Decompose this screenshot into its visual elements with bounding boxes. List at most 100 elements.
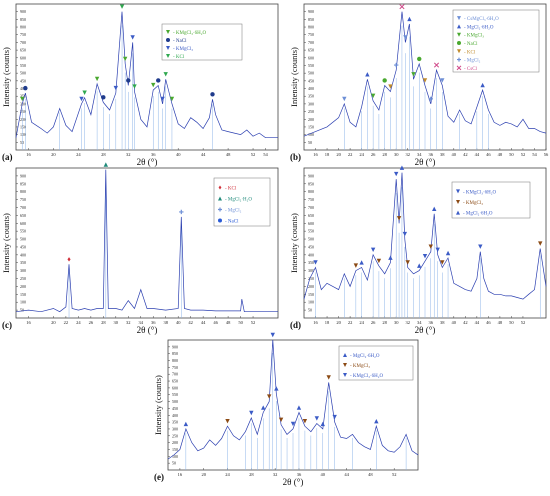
x-tick-label: 40 — [321, 472, 326, 477]
y-tick-label: 800 — [308, 189, 314, 194]
y-tick-label: 450 — [308, 78, 314, 83]
y-axis-label: Intensity (counts) — [289, 213, 299, 273]
y-tick-label: 50 — [308, 308, 312, 313]
x-axis-label: 2θ (°) — [415, 157, 436, 167]
x-tick-label: 16 — [26, 152, 31, 157]
x-tick-label: 42 — [463, 152, 468, 157]
y-tick-label: 600 — [308, 221, 314, 226]
peak-marker — [320, 421, 325, 427]
legend-label: - NaCl — [173, 39, 187, 44]
y-axis-label: Intensity (counts) — [289, 47, 299, 107]
legend-label: - KMgCl₃ — [350, 364, 370, 369]
x-tick-label: 52 — [251, 152, 256, 157]
x-tick-label: 30 — [114, 320, 119, 325]
peak-marker — [445, 250, 451, 256]
legend-label: - MgCl₂ — [464, 59, 481, 64]
peak-marker — [20, 96, 25, 102]
peak-marker — [374, 419, 379, 424]
peak-marker — [399, 165, 405, 170]
y-tick-label: 350 — [308, 94, 314, 99]
y-tick-label: 450 — [172, 406, 178, 411]
y-tick-label: 350 — [20, 260, 26, 265]
legend-label: - KMgCl₃ — [464, 34, 484, 39]
y-tick-label: 300 — [172, 426, 178, 431]
legend-marker — [457, 16, 461, 21]
y-tick-label: 250 — [308, 276, 314, 281]
panel-label: (c) — [2, 320, 12, 330]
y-tick-label: 50 — [172, 461, 176, 466]
peak-marker — [435, 247, 440, 253]
peak-marker — [296, 405, 302, 410]
y-tick-label: 850 — [308, 17, 314, 22]
legend-label: - KCl — [173, 55, 185, 60]
x-tick-label: 20 — [51, 320, 56, 325]
x-tick-label: 24 — [225, 472, 230, 477]
peak-marker — [388, 84, 393, 89]
x-tick-label: 22 — [348, 152, 353, 157]
y-tick-label: 650 — [20, 48, 26, 53]
y-tick-label: 700 — [172, 372, 178, 377]
legend-marker — [457, 24, 461, 29]
y-tick-label: 550 — [20, 229, 26, 234]
peak-marker — [433, 62, 440, 68]
peak-marker — [440, 78, 445, 83]
peak-marker — [314, 416, 320, 421]
peak-marker — [210, 92, 215, 97]
legend-label: - KMgCl₃·6H₂O — [350, 374, 383, 379]
legend-box — [338, 345, 414, 381]
reference-sticks — [344, 25, 489, 150]
peak-marker — [313, 260, 318, 265]
y-axis-label: Intensity (counts) — [153, 375, 163, 435]
x-tick-label: 48 — [226, 152, 231, 157]
peak-marker — [183, 421, 189, 427]
x-tick-label: 44 — [201, 152, 206, 157]
y-tick-label: 900 — [20, 9, 26, 14]
y-tick-label: 900 — [172, 344, 178, 349]
legend-box — [451, 181, 531, 219]
chart-panel-2: 50 100 150 200 250 300 350 400 450 500 550 600 650 70… — [289, 3, 549, 167]
x-tick-label: 36 — [297, 472, 302, 477]
y-tick-label: 450 — [20, 244, 26, 249]
y-tick-label: 250 — [172, 433, 178, 438]
x-tick-label: 28 — [101, 152, 106, 157]
x-tick-label: 44 — [201, 320, 206, 325]
y-tick-label: 750 — [308, 32, 314, 37]
peak-marker — [538, 241, 543, 246]
legend-marker — [166, 30, 170, 34]
x-tick-label: 38 — [440, 320, 445, 325]
x-tick-label: 18 — [325, 320, 330, 325]
legend-label: - KMgCl₃ — [463, 201, 483, 206]
y-tick-label: 900 — [308, 9, 314, 14]
x-tick-label: 46 — [486, 152, 491, 157]
x-tick-label: 28 — [101, 320, 106, 325]
legend-box — [161, 23, 243, 61]
legend-marker — [218, 196, 222, 201]
x-tick-label: 32 — [273, 472, 278, 477]
x-tick-label: 28 — [382, 320, 387, 325]
y-tick-label: 250 — [308, 109, 314, 114]
peak-marker — [396, 216, 402, 221]
peak-marker — [399, 4, 405, 10]
x-tick-label: 48 — [368, 472, 373, 477]
y-tick-label: 800 — [20, 189, 26, 194]
legend-marker — [457, 57, 461, 62]
x-tick-label: 44 — [344, 472, 349, 477]
x-tick-label: 42 — [188, 320, 193, 325]
y-tick-label: 550 — [172, 392, 178, 397]
peak-marker — [422, 253, 428, 259]
y-tick-label: 550 — [308, 229, 314, 234]
x-tick-label: 52 — [521, 320, 526, 325]
y-tick-label: 850 — [20, 17, 26, 22]
reference-sticks — [68, 184, 182, 318]
legend-marker — [343, 363, 347, 367]
x-tick-label: 36 — [429, 152, 434, 157]
y-axis-label: Intensity (counts) — [1, 213, 11, 273]
y-tick-label: 100 — [308, 300, 314, 305]
peak-marker — [402, 231, 408, 237]
legend-marker — [456, 200, 460, 204]
peak-marker — [428, 244, 433, 249]
y-tick-label: 150 — [172, 447, 178, 452]
chart-panel-1: 5010015020025030035040045050055060065070… — [1, 3, 279, 167]
legend-marker — [166, 54, 170, 58]
y-tick-label: 400 — [308, 86, 314, 91]
